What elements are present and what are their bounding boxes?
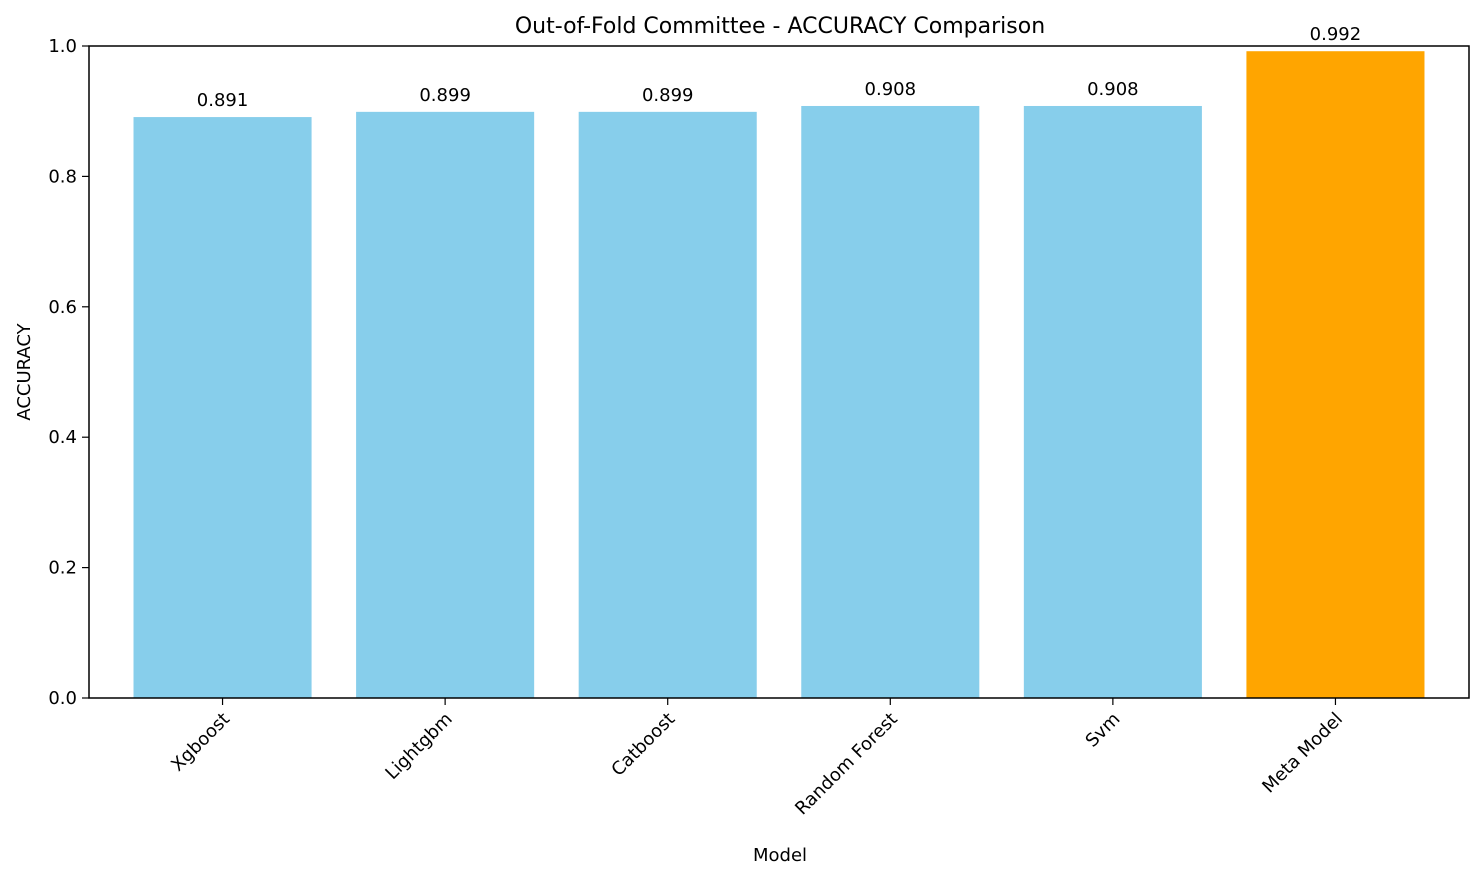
x-axis: Xgboost Lightgbm Catboost Random Forest Svm M…	[167, 698, 1347, 819]
x-tick-label: Meta Model	[1258, 709, 1347, 798]
value-label: 0.891	[197, 90, 249, 111]
value-label: 0.899	[642, 85, 694, 106]
bar-random-forest	[801, 105, 980, 698]
value-label: 0.992	[1310, 24, 1362, 45]
bar-meta-model	[1246, 51, 1425, 698]
plot-frame	[88, 45, 1470, 699]
y-tick-label: 1.0	[48, 36, 77, 57]
x-axis-label: Model	[753, 845, 807, 866]
y-axis-label: ACCURACY	[14, 322, 35, 420]
bar-xgboost	[133, 117, 312, 699]
y-tick-label: 0.0	[48, 688, 77, 709]
x-tick-label: Lightgbm	[381, 709, 456, 784]
y-tick-label: 0.2	[48, 558, 77, 579]
x-tick-label: Xgboost	[167, 709, 234, 776]
x-tick-label: Random Forest	[791, 709, 902, 820]
bar-catboost	[578, 111, 757, 699]
value-label: 0.908	[865, 79, 917, 100]
value-label: 0.899	[419, 85, 471, 106]
bar-svm	[1023, 105, 1202, 698]
x-tick-label: Catboost	[607, 709, 679, 781]
y-tick-label: 0.6	[48, 297, 77, 318]
y-tick-label: 0.8	[48, 166, 77, 187]
bar-lightgbm	[356, 111, 535, 699]
chart-title: Out-of-Fold Committee - ACCURACY Compari…	[515, 14, 1045, 39]
plot-area: 0.891 0.899 0.899 0.908 0.908 0.992	[133, 24, 1425, 699]
x-tick-label: Svm	[1082, 709, 1125, 752]
y-tick-label: 0.4	[48, 427, 77, 448]
value-label: 0.908	[1087, 79, 1139, 100]
y-axis: 0.0 0.2 0.4 0.6 0.8 1.0	[48, 36, 89, 709]
